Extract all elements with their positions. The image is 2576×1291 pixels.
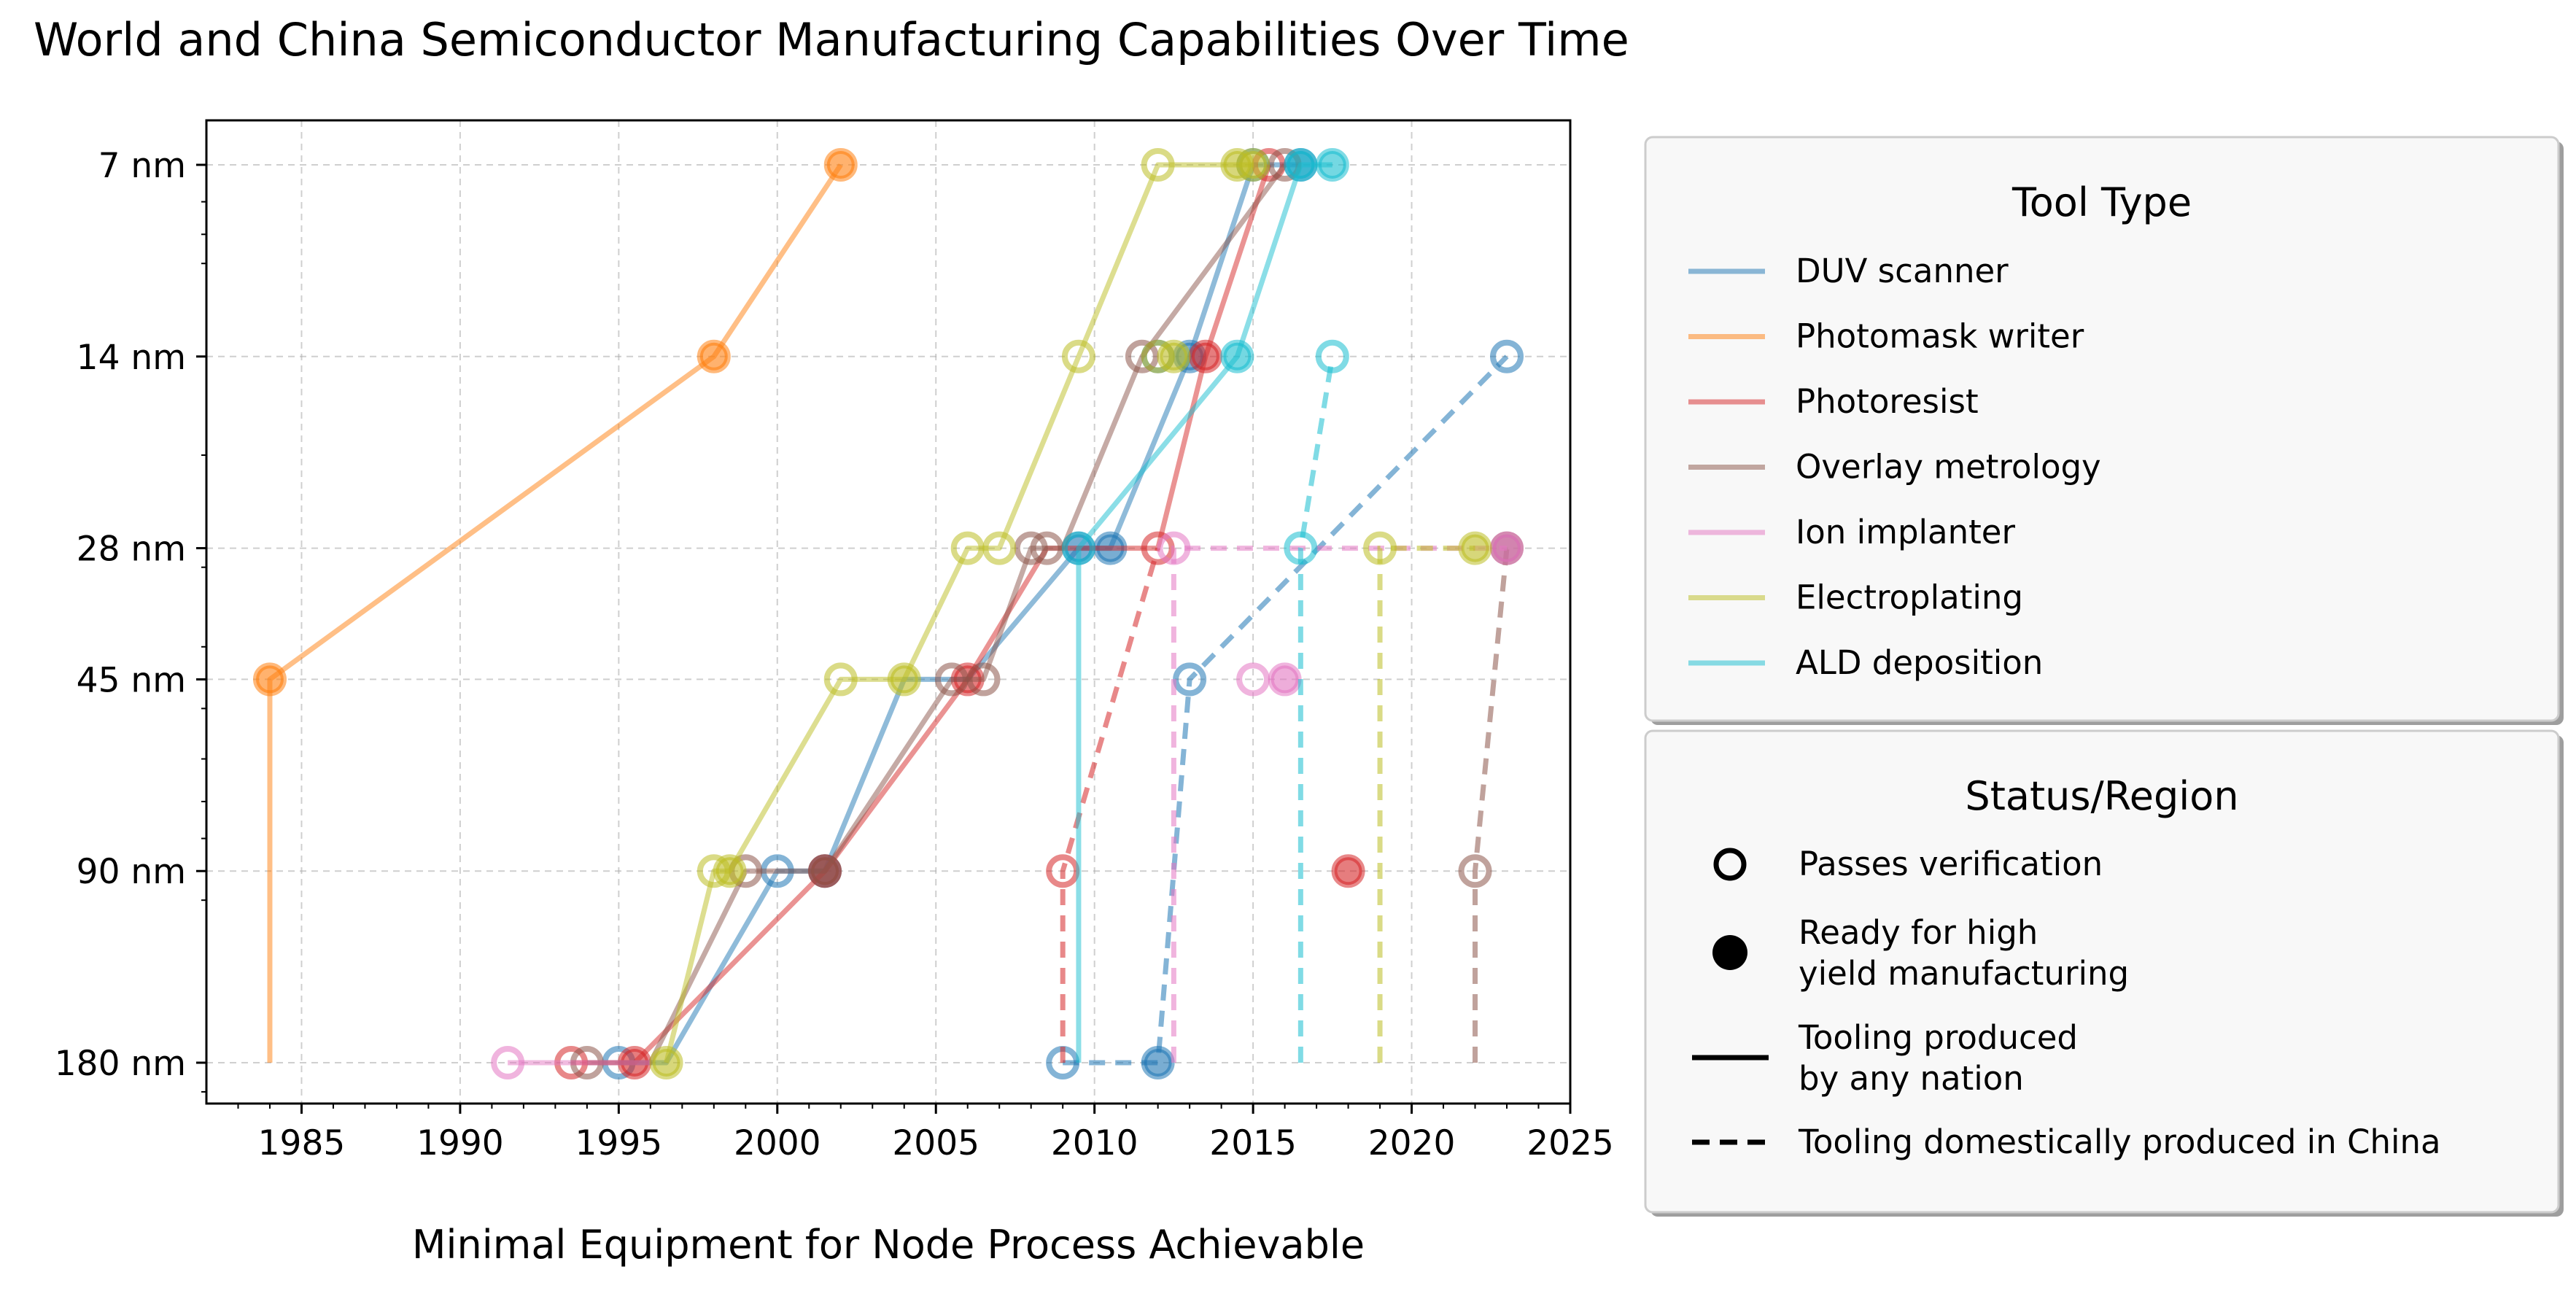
data-point-filled (1284, 148, 1318, 182)
tool-type-legend-title: Tool Type (2011, 179, 2192, 225)
x-axis: 1985 1990 1995 2000 2005 2010 2015 2020 2025 (237, 1104, 1614, 1163)
x-tick-label: 2000 (734, 1123, 821, 1163)
world-line (267, 163, 843, 1063)
world-line (571, 163, 1272, 1066)
y-tick-label: 90 nm (77, 852, 186, 892)
data-point-open (1315, 339, 1349, 373)
plot-area: 1985 1990 1995 2000 2005 2010 2015 2020 2025 7 n… (55, 119, 1614, 1163)
data-point-open (1030, 531, 1064, 565)
china-line (1171, 546, 1508, 1063)
data-point-open (1061, 531, 1095, 565)
series-duv-scanner (602, 148, 1524, 1079)
series-layer (252, 148, 1524, 1079)
data-point-open (1157, 531, 1191, 565)
data-point-open (1125, 339, 1159, 373)
series-electroplating (649, 148, 1492, 1079)
world-line (618, 162, 1301, 1066)
world-line (1076, 162, 1332, 1063)
china-line (1060, 547, 1161, 1063)
x-tick-label: 2005 (892, 1123, 979, 1163)
data-point-filled (1141, 1046, 1175, 1079)
data-point-filled (252, 662, 287, 697)
legend-open-marker (1713, 848, 1747, 881)
x-tick-label: 2020 (1368, 1123, 1456, 1163)
y-tick-label: 180 nm (55, 1044, 186, 1084)
plot-frame (205, 119, 1572, 1105)
y-axis: 7 nm 14 nm 28 nm 45 nm 90 nm 180 nm (55, 146, 206, 1093)
data-point-open (982, 531, 1017, 565)
china-line (1063, 354, 1509, 1066)
status-legend: Status/Region Passes verification Ready f… (1644, 729, 2564, 1217)
data-point-filled (1188, 339, 1222, 373)
x-axis-title: Minimal Equipment for Node Process Achie… (412, 1222, 1365, 1268)
legend-label: Photoresist (1796, 382, 1979, 421)
legend-filled-marker (1712, 935, 1747, 970)
grid (206, 120, 1571, 1104)
data-point-filled (1490, 531, 1524, 565)
data-point-filled (697, 339, 731, 373)
status-legend-label: Passes verification (1799, 845, 2103, 883)
data-point-open (934, 662, 969, 697)
series-ald-deposition (1061, 148, 1349, 1063)
y-tick-label: 7 nm (98, 146, 186, 186)
series-photoresist (554, 148, 1365, 1079)
china-line (1473, 548, 1510, 1063)
legend-label: Photomask writer (1796, 317, 2084, 356)
data-point-open (491, 1046, 525, 1079)
y-tick-label: 14 nm (77, 338, 186, 378)
data-point-filled (1220, 339, 1254, 373)
data-point-filled (1236, 148, 1270, 182)
data-point-open (950, 531, 985, 565)
y-tick-label: 45 nm (77, 660, 186, 700)
data-point-open (1458, 854, 1492, 888)
data-point-open (966, 662, 1001, 697)
status-legend-title: Status/Region (1965, 773, 2238, 819)
series-photomask-writer (252, 148, 858, 1063)
legend-label: ALD deposition (1796, 643, 2043, 682)
data-point-open (1014, 531, 1048, 565)
data-point-filled (1315, 148, 1349, 182)
x-tick-label: 2010 (1051, 1123, 1138, 1163)
data-point-open (1236, 662, 1270, 697)
x-tick-label: 1990 (416, 1123, 504, 1163)
data-point-open (1490, 339, 1524, 373)
legend-label: DUV scanner (1796, 252, 2009, 290)
y-tick-label: 28 nm (77, 530, 186, 570)
data-point-filled (808, 854, 842, 888)
data-point-open (1141, 148, 1175, 182)
legend-label: Electroplating (1796, 578, 2023, 617)
tool-type-legend: Tool Type DUV scanner Photomask writer Pho… (1644, 136, 2564, 725)
status-legend-label: Tooling domestically produced in China (1798, 1123, 2441, 1161)
china-line (1377, 546, 1475, 1063)
status-legend-label: Ready for high yield manufacturing (1799, 913, 2129, 993)
x-tick-label: 1985 (258, 1123, 346, 1163)
data-point-filled (649, 1046, 683, 1079)
data-point-open (823, 662, 858, 697)
data-point-open (1284, 531, 1318, 565)
data-point-filled (1268, 662, 1302, 697)
data-point-filled (823, 148, 858, 182)
data-point-filled (713, 854, 747, 888)
x-tick-label: 2025 (1526, 1123, 1614, 1163)
legend-label: Overlay metrology (1796, 448, 2101, 486)
status-legend-label: Tooling produced by any nation (1798, 1018, 2078, 1098)
x-tick-label: 2015 (1209, 1123, 1297, 1163)
x-tick-label: 1995 (575, 1123, 663, 1163)
legend-label: Ion implanter (1796, 513, 2015, 551)
china-line (1297, 356, 1335, 1063)
data-point-open (1363, 531, 1397, 565)
status-legend-items: Passes verification Ready for high yield m… (1692, 845, 2441, 1161)
tool-type-legend-items: DUV scanner Photomask writer Photoresist Ov… (1688, 252, 2101, 682)
data-point-open (1061, 339, 1095, 373)
data-point-filled (1458, 531, 1492, 565)
chart-title: World and China Semiconductor Manufactur… (34, 13, 1629, 66)
data-point-filled (887, 662, 921, 697)
data-point-filled (1331, 854, 1365, 888)
data-point-filled (1157, 339, 1191, 373)
